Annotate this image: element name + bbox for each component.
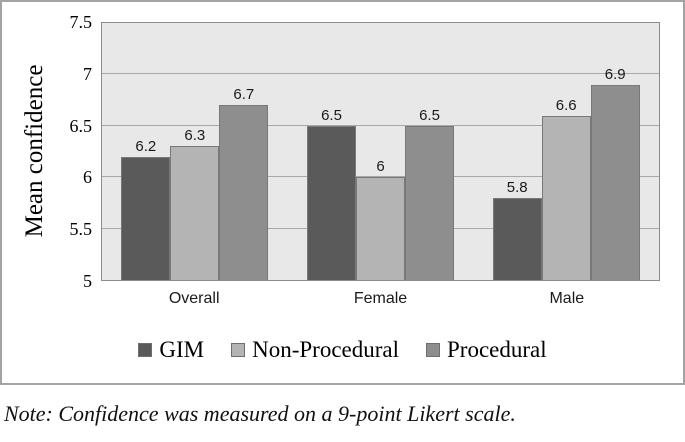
legend-swatch bbox=[138, 343, 153, 357]
bar-value-label: 6.6 bbox=[555, 96, 577, 114]
legend-swatch bbox=[426, 343, 440, 357]
bar-group: 6.5 6 6.5 bbox=[288, 23, 474, 280]
bar-value-label: 6.2 bbox=[135, 137, 157, 155]
bar-non-procedural: 6 bbox=[356, 158, 405, 280]
x-axis-labels: Overall Female Male bbox=[101, 290, 660, 308]
legend-label: Procedural bbox=[447, 337, 547, 362]
bar-value-label: 6.5 bbox=[321, 106, 342, 124]
x-category-label: Male bbox=[549, 290, 585, 307]
y-tick-label: 7.5 bbox=[69, 12, 93, 32]
bar-non-procedural: 6.6 bbox=[541, 97, 591, 280]
bar-group: 6.2 6.3 6.7 bbox=[102, 23, 288, 280]
y-tick-label: 6.5 bbox=[69, 115, 93, 136]
bar-procedural: 6.5 bbox=[405, 107, 454, 280]
plot-groups: 6.2 6.3 6.7 6.5 6 6.5 5.8 6.6 6.9 bbox=[102, 23, 659, 280]
legend-item: GIM bbox=[138, 337, 204, 363]
y-axis-ticks: 5 5.5 6 6.5 7 7.5 bbox=[2, 12, 93, 291]
bar-chart-frame: Mean confidence 5 5.5 6 6.5 7 7.5 6.2 6.3 6.7 6.… bbox=[0, 0, 685, 385]
bar-procedural: 6.9 bbox=[590, 66, 640, 280]
legend-item: Non-Procedural bbox=[231, 337, 399, 363]
gridline bbox=[102, 73, 659, 75]
bar-gim: 6.5 bbox=[307, 107, 356, 280]
bar-value-label: 6.9 bbox=[604, 65, 626, 83]
plot-area: 6.2 6.3 6.7 6.5 6 6.5 5.8 6.6 6.9 bbox=[101, 22, 660, 281]
bar-gim: 5.8 bbox=[492, 179, 542, 280]
legend-swatch bbox=[231, 343, 246, 357]
bar-group: 5.8 6.6 6.9 bbox=[473, 23, 659, 280]
bar-value-label: 6.3 bbox=[184, 127, 206, 145]
legend-item: Procedural bbox=[426, 337, 547, 363]
bar-value-label: 6.7 bbox=[233, 86, 255, 104]
bar-procedural: 6.7 bbox=[219, 86, 269, 280]
bar-gim: 6.2 bbox=[121, 138, 171, 280]
y-tick-label: 5 bbox=[83, 271, 92, 291]
gridline bbox=[102, 176, 659, 178]
legend-label: GIM bbox=[159, 337, 205, 362]
x-category-label: Overall bbox=[168, 290, 220, 307]
chart-legend: GIM Non-Procedural Procedural bbox=[2, 333, 683, 367]
y-tick-label: 7 bbox=[83, 63, 92, 84]
bar-value-label: 5.8 bbox=[506, 178, 528, 196]
bar-non-procedural: 6.3 bbox=[170, 127, 220, 280]
legend-label: Non-Procedural bbox=[252, 337, 399, 362]
figure-note: Note: Confidence was measured on a 9-poi… bbox=[4, 401, 516, 426]
gridline bbox=[102, 124, 659, 126]
y-tick-label: 5.5 bbox=[69, 219, 93, 240]
x-category-label: Female bbox=[353, 290, 408, 307]
bar-value-label: 6.5 bbox=[419, 106, 440, 124]
bar-value-label: 6 bbox=[376, 158, 385, 176]
y-tick-label: 6 bbox=[83, 167, 92, 188]
